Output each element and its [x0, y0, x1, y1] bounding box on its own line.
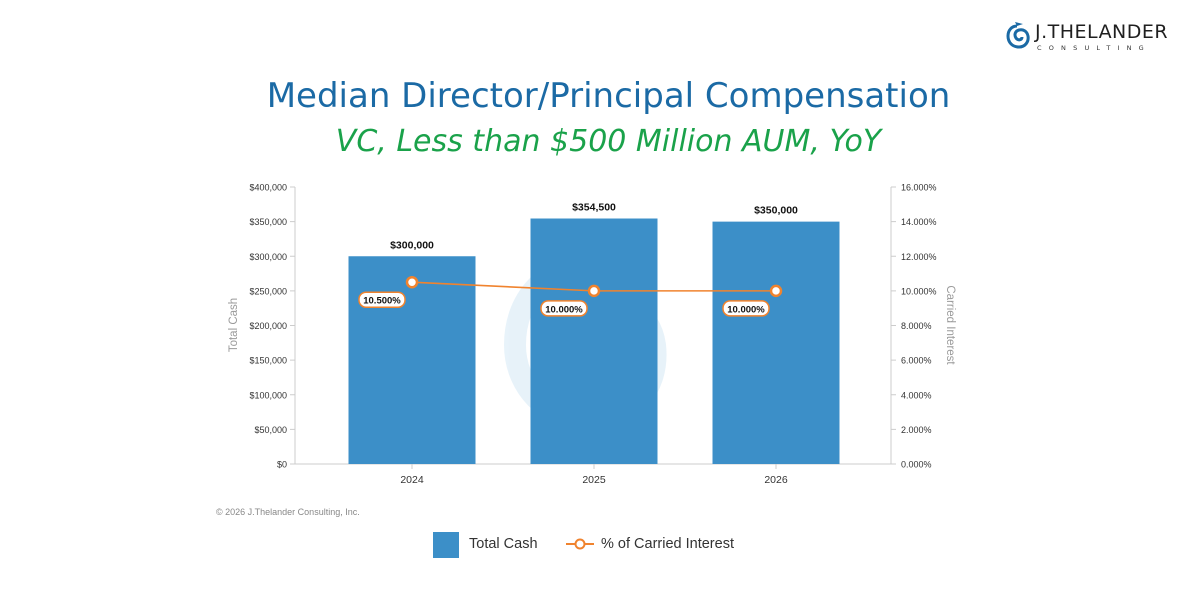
- y2-axis-label: Carried Interest: [944, 285, 956, 365]
- x-tick-label: 2024: [400, 474, 424, 486]
- y2-tick-label: 4.000%: [901, 390, 932, 400]
- swirl-logo-icon: [1006, 22, 1030, 49]
- y2-tick-label: 8.000%: [901, 321, 932, 331]
- line-point: [405, 275, 419, 289]
- line-point: [587, 284, 601, 298]
- legend-label-total-cash: Total Cash: [469, 536, 538, 552]
- y2-tick-label: 2.000%: [901, 425, 932, 435]
- bar: [530, 218, 658, 464]
- y-tick-label: $400,000: [249, 183, 287, 193]
- legend-swatch-carried-interest: [566, 538, 594, 550]
- bar-data-label: $300,000: [390, 239, 434, 251]
- y-tick-label: $200,000: [249, 321, 287, 331]
- line-label-box: [540, 300, 588, 317]
- line-label-box: [722, 300, 770, 317]
- y-tick-label: $0: [277, 460, 287, 470]
- brand-logo: J.THELANDER CONSULTING: [1006, 18, 1171, 58]
- bar-data-label: $354,500: [572, 202, 616, 214]
- bar-series: $300,000 $354,500 $350,000: [348, 202, 840, 464]
- line-data-label: 10.000%: [727, 304, 765, 315]
- line-data-label: 10.000%: [545, 304, 583, 315]
- y-tick-label: $300,000: [249, 252, 287, 262]
- y-tick-label: $350,000: [249, 217, 287, 227]
- bar: [712, 221, 840, 464]
- line-point: [769, 284, 783, 298]
- y-tick-label: $100,000: [249, 390, 287, 400]
- line-series: 10.500% 10.000% 10.000%: [358, 275, 783, 317]
- x-tick-label: 2026: [764, 474, 788, 486]
- copyright-text: © 2026 J.Thelander Consulting, Inc.: [216, 507, 360, 517]
- y-tick-label: $250,000: [249, 286, 287, 296]
- y2-tick-label: 6.000%: [901, 356, 932, 366]
- y-tick-label: $150,000: [249, 356, 287, 366]
- y-tick-label: $50,000: [254, 425, 287, 435]
- line-label-box: [358, 291, 406, 308]
- legend-swatch-total-cash: [433, 532, 459, 558]
- y2-tick-label: 0.000%: [901, 460, 932, 470]
- y2-tick-label: 16.000%: [901, 183, 937, 193]
- legend-label-carried-interest: % of Carried Interest: [601, 536, 734, 552]
- y2-tick-label: 10.000%: [901, 286, 937, 296]
- y2-tick-label: 12.000%: [901, 252, 937, 262]
- y2-tick-label: 14.000%: [901, 217, 937, 227]
- bar-data-label: $350,000: [754, 205, 798, 217]
- page-title: Median Director/Principal Compensation: [266, 76, 951, 116]
- x-tick-label: 2025: [582, 474, 606, 486]
- brand-tagline: CONSULTING: [1037, 44, 1151, 52]
- brand-name: J.THELANDER: [1035, 21, 1169, 43]
- y-axis-label: Total Cash: [228, 298, 240, 352]
- page-subtitle: VC, Less than $500 Million AUM, YoY: [335, 124, 882, 159]
- line-data-label: 10.500%: [363, 296, 401, 307]
- bar: [348, 256, 476, 464]
